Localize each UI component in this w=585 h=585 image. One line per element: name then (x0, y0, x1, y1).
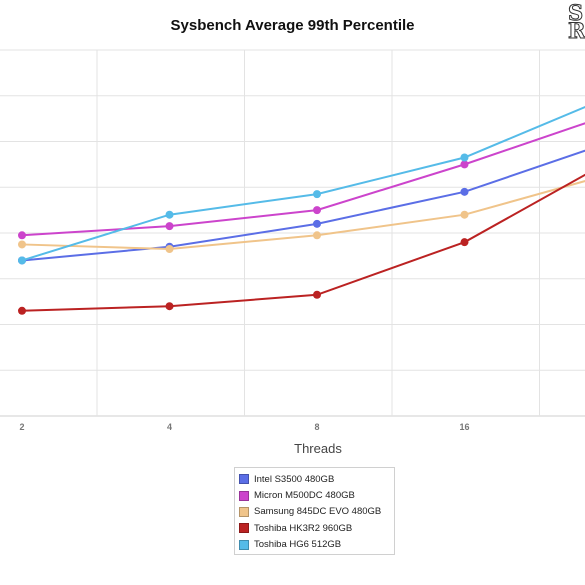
legend-item[interactable]: Toshiba HK3R2 960GB (239, 520, 390, 536)
x-tick-label: 8 (314, 422, 319, 432)
legend-swatch (239, 539, 249, 550)
chart-title: Sysbench Average 99th Percentile (170, 17, 415, 34)
data-point[interactable] (460, 210, 469, 219)
data-point[interactable] (313, 290, 321, 299)
data-point[interactable] (165, 245, 174, 254)
legend-item[interactable]: Micron M500DC 480GB (239, 487, 390, 503)
legend-swatch (239, 506, 249, 517)
data-point[interactable] (313, 219, 321, 228)
x-tick-label: 16 (459, 422, 469, 432)
data-point[interactable] (313, 231, 321, 240)
series-micron-m500dc-480gb (18, 122, 585, 240)
series-line (21, 149, 585, 262)
legend: Intel S3500 480GB Micron M500DC 480GB Sams… (234, 467, 395, 555)
x-tick-label: 2 (19, 422, 24, 432)
legend-swatch (239, 490, 249, 501)
legend-label: Samsung 845DC EVO 480GB (254, 506, 382, 518)
legend-item[interactable]: Samsung 845DC EVO 480GB (239, 504, 390, 520)
data-point[interactable] (313, 206, 321, 215)
data-point[interactable] (460, 187, 469, 196)
series-samsung-845dc-evo-480gb (18, 180, 585, 254)
series-toshiba-hg6-512gb (18, 105, 585, 265)
legend-swatch (239, 474, 249, 485)
series-lines (18, 105, 585, 315)
data-point[interactable] (18, 256, 26, 265)
data-point[interactable] (18, 240, 26, 249)
legend-label: Toshiba HG6 512GB (254, 539, 342, 551)
site-logo: S R (567, 0, 585, 43)
x-tick-label: 4 (167, 422, 172, 432)
data-point[interactable] (18, 231, 26, 240)
series-line (21, 122, 585, 237)
legend-item[interactable]: Toshiba HG6 512GB (239, 537, 390, 553)
legend-label: Intel S3500 480GB (254, 473, 335, 485)
data-point[interactable] (165, 222, 174, 231)
series-toshiba-hk3r2-960gb (18, 173, 585, 315)
legend-item[interactable]: Intel S3500 480GB (239, 471, 390, 487)
data-point[interactable] (313, 190, 321, 199)
x-tick-labels: 2 4 8 16 (19, 422, 469, 432)
legend-label: Toshiba HK3R2 960GB (254, 522, 353, 534)
x-axis-label: Threads (294, 441, 342, 456)
data-point[interactable] (460, 160, 469, 169)
legend-swatch (239, 523, 249, 534)
data-point[interactable] (460, 238, 469, 247)
legend-label: Micron M500DC 480GB (254, 490, 355, 502)
data-point[interactable] (460, 153, 469, 162)
data-point[interactable] (165, 210, 174, 219)
gridlines (0, 49, 585, 417)
data-point[interactable] (165, 302, 174, 311)
data-point[interactable] (18, 306, 26, 315)
